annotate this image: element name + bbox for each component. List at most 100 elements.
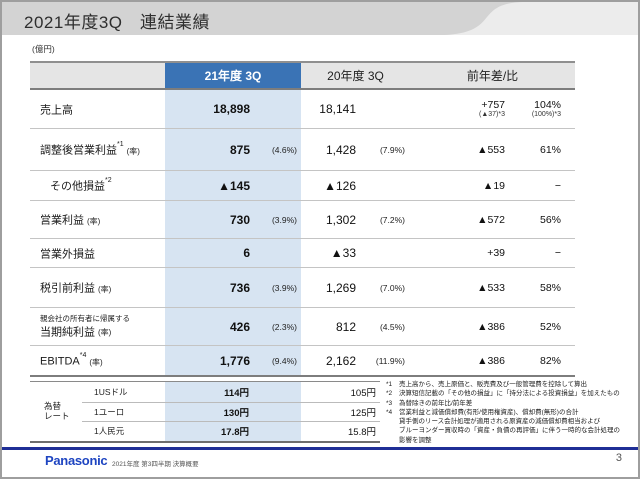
yoy-diff: ▲19 [482,179,505,192]
yoy-ratio: 104% (100%)*3 [531,99,561,118]
yoy-diff: +39 [487,247,505,259]
fy20-pct: (7.0%) [379,282,405,293]
fy20-value: 812 [335,319,356,334]
yoy-ratio: 52% [539,320,561,333]
row-label: 売上高 [40,104,73,117]
fy21-pct [250,90,301,128]
unit-label: (億円) [32,44,55,54]
footnotes: *1 売上高から、売上原価と、販売費及び一般管理費を控除して算出 *2 決算短信記載… [386,380,638,445]
fy20-pct [356,171,410,200]
yoy-ratio: 61% [539,143,561,156]
currency-label: 1USドル [94,386,128,397]
fy20-pct: (7.9%) [379,144,405,155]
fy21-value: ▲145 [165,171,250,200]
footnote-4-cont: 影響を調整 [399,436,432,444]
fy20-value: 1,269 [325,280,356,295]
table-row-operating-profit: 営業利益 (率) 730 (3.9%) 1,302 (7.2%) ▲572 56% [30,200,575,238]
fy21-rate: 130円 [165,402,301,422]
fy21-value: 426 [165,308,250,345]
fy21-pct [250,239,301,267]
fy20-value: ▲126 [324,178,356,193]
table-row-non-operating: 営業外損益 6 ▲33 +39 − [30,238,575,267]
table-row-pretax-profit: 税引前利益 (率) 736 (3.9%) 1,269 (7.0%) ▲533 58… [30,267,575,307]
fy21-pct: (4.6%) [250,129,301,170]
fy21-value: 730 [165,201,250,238]
fy21-value: 1,776 [165,346,250,375]
fy20-rate: 15.8円 [348,427,376,439]
yoy-ratio: 58% [539,281,561,294]
fy20-pct: (11.9%) [375,355,405,366]
row-label: 営業利益 (率) [40,214,101,227]
fy21-value: 6 [165,239,250,267]
fy20-value: 1,302 [325,212,356,227]
yoy-diff: +757 (▲37)*3 [479,99,505,118]
fy21-rate: 17.8円 [165,422,301,441]
fy21-value: 875 [165,129,250,170]
table-row-sales: 売上高 18,898 18,141 +757 (▲37)*3 104% (100%)… [30,90,575,128]
row-label: 営業外損益 [40,248,95,261]
yoy-ratio: 82% [539,354,561,367]
fx-rate-table: 為替 レート 1USドル 114円 105円 1ユーロ 130円 125円 1人… [30,381,380,443]
page-title: 2021年度3Q 連結業績 [24,13,210,32]
fy21-rate: 114円 [165,382,301,402]
table-row-adjusted-operating-profit: 調整後営業利益*1(率) 875 (4.6%) 1,428 (7.9%) ▲55… [30,128,575,170]
footnote-4-cont: ブルーヨンダー買収時の「資産・負債の再評価」に伴う一時的な会計処理の [399,427,620,435]
footnote-2: *2 決算短信記載の「その他の損益」に「持分法による投資損益」を加えたもの [386,390,620,398]
footer-caption: 2021年度 第3四半期 決算概要 [112,461,199,468]
row-label: 親会社の所有者に帰属する 当期純利益 (率) [40,313,130,339]
header-fy20-3q: 20年度 3Q [327,69,384,83]
results-table: 21年度 3Q 20年度 3Q 前年差/比 売上高 18,898 18,141 … [30,61,575,377]
header-yoy: 前年差/比 [466,69,519,83]
row-label: その他損益*2 [50,177,112,193]
fx-row-eur: 1ユーロ 130円 125円 [82,401,380,422]
yoy-ratio: − [554,179,561,192]
fy20-value: 1,428 [325,142,356,157]
fy21-value: 736 [165,268,250,307]
yoy-ratio: − [554,247,561,259]
footnote-3: *3 為替除きの前年比/前年差 [386,399,473,407]
title-band: 2021年度3Q 連結業績 [2,2,638,35]
yoy-diff: ▲533 [477,281,505,294]
table-row-net-profit: 親会社の所有者に帰属する 当期純利益 (率) 426 (2.3%) 812 (4.… [30,307,575,345]
fy21-pct: (3.9%) [250,268,301,307]
fy20-value: 2,162 [325,353,356,368]
fy21-pct [250,171,301,200]
table-header-row: 21年度 3Q 20年度 3Q 前年差/比 [30,61,575,90]
fx-rate-label: 為替 レート [44,401,70,422]
fy20-pct [356,90,410,128]
fx-row-usd: 1USドル 114円 105円 [82,382,380,402]
fy20-value: ▲33 [330,246,356,260]
yoy-diff: ▲553 [477,143,505,156]
row-label: EBITDA*4(率) [40,352,103,368]
fy20-rate: 105円 [350,387,376,399]
yoy-ratio: 56% [539,213,561,226]
fy20-pct: (7.2%) [379,214,405,225]
table-row-ebitda: EBITDA*4(率) 1,776 (9.4%) 2,162 (11.9%) ▲… [30,345,575,375]
footnote-4-cont: 貸手側のリース会計処理が適用される原資産の減価償却費相当および [399,418,601,426]
row-label: 調整後営業利益*1(率) [40,141,140,157]
fy20-rate: 125円 [350,407,376,419]
fx-row-cny: 1人民元 17.8円 15.8円 [82,421,380,441]
page-number: 3 [615,452,622,464]
currency-label: 1ユーロ [94,406,125,417]
fy21-pct: (9.4%) [250,346,301,375]
band-swoosh-graphic [2,2,638,35]
table-row-other-income: その他損益*2 ▲145 ▲126 ▲19 − [30,170,575,200]
fy21-pct: (2.3%) [250,308,301,345]
row-label: 税引前利益 (率) [40,282,112,295]
panasonic-logo: Panasonic [45,453,108,468]
yoy-diff: ▲386 [477,354,505,367]
fy20-pct [356,239,410,267]
fx-rate-rows: 1USドル 114円 105円 1ユーロ 130円 125円 1人民元 17.8… [82,382,380,441]
yoy-diff: ▲572 [477,213,505,226]
header-fy21-3q: 21年度 3Q [165,63,301,88]
yoy-diff: ▲386 [477,320,505,333]
fy20-pct: (4.5%) [379,321,405,332]
fy21-value: 18,898 [165,90,250,128]
footnote-1: *1 売上高から、売上原価と、販売費及び一般管理費を控除して算出 [386,381,588,388]
footer-rule [2,447,638,450]
fy21-pct: (3.9%) [250,201,301,238]
footnote-4: *4 営業利益と減価償却費(有形/使用権資産)、償却費(無形)の合計 [386,408,579,416]
currency-label: 1人民元 [94,426,125,437]
